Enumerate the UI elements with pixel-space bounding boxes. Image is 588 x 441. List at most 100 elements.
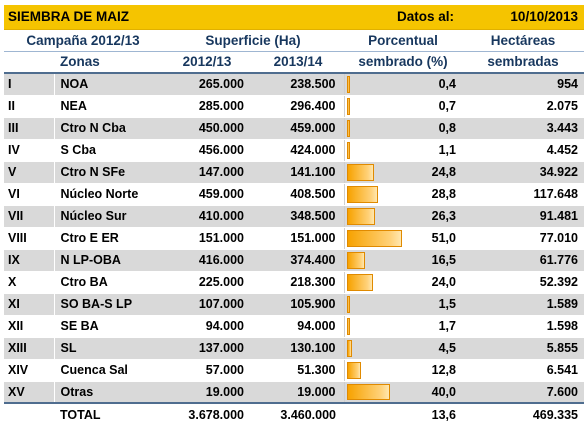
table-row: XIII SL 137.000 130.100 4,5 5.855 bbox=[4, 337, 584, 360]
zone-id: VIII bbox=[4, 227, 55, 250]
table-row: V Ctro N SFe 147.000 141.100 24,8 34.922 bbox=[4, 161, 584, 184]
hectares-sown: 6.541 bbox=[462, 359, 584, 382]
year2-header: 2013/14 bbox=[252, 51, 344, 74]
percent-cell: 28,8 bbox=[344, 183, 462, 206]
table-row: VI Núcleo Norte 459.000 408.500 28,8 117… bbox=[4, 183, 584, 206]
zones-header: Zonas bbox=[54, 51, 162, 74]
percent-value: 1,7 bbox=[438, 319, 456, 333]
surface-2012: 459.000 bbox=[162, 183, 252, 206]
surface-2012: 137.000 bbox=[162, 337, 252, 360]
surface-2013: 105.900 bbox=[252, 293, 345, 316]
percent-bar bbox=[346, 185, 378, 203]
percent-value: 16,5 bbox=[431, 253, 456, 267]
percent-value: 1,5 bbox=[438, 297, 456, 311]
zone-name: NEA bbox=[54, 95, 162, 118]
hectares-sown: 77.010 bbox=[462, 227, 584, 250]
hectares-sown: 954 bbox=[462, 73, 584, 96]
total-2012: 3.678.000 bbox=[162, 402, 252, 425]
surface-2012: 410.000 bbox=[162, 205, 252, 228]
year1-header: 2012/13 bbox=[162, 51, 252, 74]
zone-id: XV bbox=[4, 381, 55, 404]
zone-name: NOA bbox=[54, 73, 162, 96]
surface-2013: 348.500 bbox=[252, 205, 345, 228]
zone-id: IX bbox=[4, 249, 55, 272]
surface-2012: 57.000 bbox=[162, 359, 252, 382]
surface-2012: 94.000 bbox=[162, 315, 252, 338]
zone-id: XIII bbox=[4, 337, 55, 360]
table-row: XV Otras 19.000 19.000 40,0 7.600 bbox=[4, 381, 584, 404]
table-row: XII SE BA 94.000 94.000 1,7 1.598 bbox=[4, 315, 584, 338]
zone-id: IV bbox=[4, 139, 55, 162]
hectares-sown: 91.481 bbox=[462, 205, 584, 228]
data-table: SIEMBRA DE MAIZ Datos al: 10/10/2013 Cam… bbox=[4, 5, 584, 425]
percent-cell: 1,1 bbox=[344, 139, 462, 162]
percent-value: 28,8 bbox=[431, 187, 456, 201]
surface-2012: 265.000 bbox=[162, 73, 252, 96]
surface-2012: 225.000 bbox=[162, 271, 252, 294]
percent-bar bbox=[346, 295, 350, 313]
surface-2013: 218.300 bbox=[252, 271, 345, 294]
percent-bar bbox=[346, 317, 350, 335]
surface-2012: 450.000 bbox=[162, 117, 252, 140]
percent-cell: 24,8 bbox=[344, 161, 462, 184]
hectares-header-line1: Hectáreas bbox=[462, 29, 584, 52]
hectares-sown: 34.922 bbox=[462, 161, 584, 184]
percent-bar bbox=[346, 339, 352, 357]
zone-name: SO BA-S LP bbox=[54, 293, 162, 316]
percent-value: 24,8 bbox=[431, 165, 456, 179]
zone-name: S Cba bbox=[54, 139, 162, 162]
campaign-header: Campaña 2012/13 bbox=[4, 29, 162, 52]
table-row: VII Núcleo Sur 410.000 348.500 26,3 91.4… bbox=[4, 205, 584, 228]
table-row: XI SO BA-S LP 107.000 105.900 1,5 1.589 bbox=[4, 293, 584, 316]
percent-bar bbox=[346, 207, 375, 225]
date-label: Datos al: bbox=[344, 5, 462, 30]
surface-2013: 459.000 bbox=[252, 117, 345, 140]
surface-2013: 19.000 bbox=[252, 381, 345, 404]
percent-bar bbox=[346, 97, 350, 115]
zone-name: Núcleo Norte bbox=[54, 183, 162, 206]
zone-name: Otras bbox=[54, 381, 162, 404]
surface-2013: 94.000 bbox=[252, 315, 345, 338]
date-value: 10/10/2013 bbox=[462, 5, 584, 30]
hectares-header-line2: sembradas bbox=[462, 51, 584, 74]
hectares-sown: 1.598 bbox=[462, 315, 584, 338]
surface-2013: 408.500 bbox=[252, 183, 345, 206]
percent-bar bbox=[346, 163, 374, 181]
hectares-sown: 117.648 bbox=[462, 183, 584, 206]
surface-2013: 238.500 bbox=[252, 73, 345, 96]
percent-bar bbox=[346, 251, 365, 269]
table-row: II NEA 285.000 296.400 0,7 2.075 bbox=[4, 95, 584, 118]
percent-value: 4,5 bbox=[438, 341, 456, 355]
percent-bar bbox=[346, 141, 350, 159]
table-row: IV S Cba 456.000 424.000 1,1 4.452 bbox=[4, 139, 584, 162]
surface-2013: 424.000 bbox=[252, 139, 345, 162]
percent-value: 0,8 bbox=[438, 121, 456, 135]
zone-name: SE BA bbox=[54, 315, 162, 338]
percent-cell: 12,8 bbox=[344, 359, 462, 382]
total-label: TOTAL bbox=[54, 402, 162, 425]
zone-name: SL bbox=[54, 337, 162, 360]
percent-cell: 0,7 bbox=[344, 95, 462, 118]
percent-bar bbox=[346, 361, 361, 379]
table-row: X Ctro BA 225.000 218.300 24,0 52.392 bbox=[4, 271, 584, 294]
hectares-sown: 2.075 bbox=[462, 95, 584, 118]
table-row: XIV Cuenca Sal 57.000 51.300 12,8 6.541 bbox=[4, 359, 584, 382]
zone-name: N LP-OBA bbox=[54, 249, 162, 272]
hectares-sown: 7.600 bbox=[462, 381, 584, 404]
header-row-1: Campaña 2012/13 Superficie (Ha) Porcentu… bbox=[4, 29, 584, 52]
zone-id: II bbox=[4, 95, 55, 118]
table-row: III Ctro N Cba 450.000 459.000 0,8 3.443 bbox=[4, 117, 584, 140]
percent-bar bbox=[346, 273, 373, 291]
hectares-sown: 1.589 bbox=[462, 293, 584, 316]
percent-bar bbox=[346, 76, 350, 93]
percent-value: 12,8 bbox=[431, 363, 456, 377]
surface-2013: 374.400 bbox=[252, 249, 345, 272]
percent-header-line1: Porcentual bbox=[344, 29, 462, 52]
percent-value: 51,0 bbox=[431, 231, 456, 245]
surface-header: Superficie (Ha) bbox=[162, 29, 344, 52]
total-row: TOTAL 3.678.000 3.460.000 13,6 469.335 bbox=[4, 402, 584, 425]
table-row: I NOA 265.000 238.500 0,4 954 bbox=[4, 73, 584, 96]
title-row: SIEMBRA DE MAIZ Datos al: 10/10/2013 bbox=[4, 5, 584, 30]
percent-cell: 51,0 bbox=[344, 227, 462, 250]
percent-value: 40,0 bbox=[431, 384, 456, 399]
